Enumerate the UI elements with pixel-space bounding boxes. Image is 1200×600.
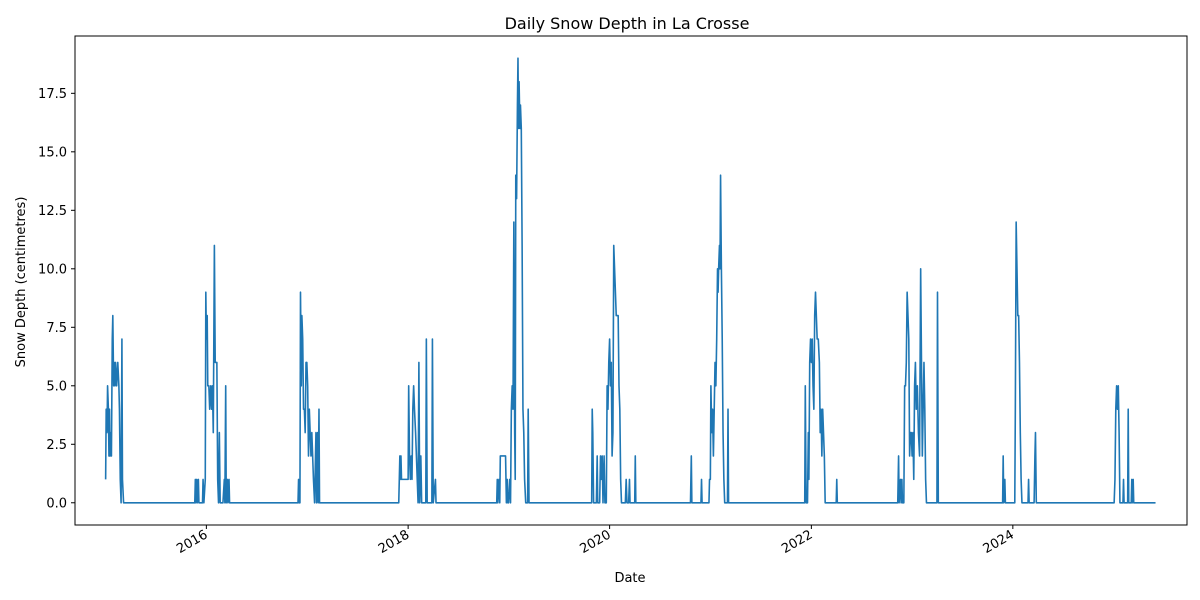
y-tick-label: 0.0 (46, 496, 67, 511)
chart-title: Daily Snow Depth in La Crosse (505, 14, 750, 33)
y-tick-label: 17.5 (38, 87, 67, 102)
y-tick-label: 7.5 (46, 321, 67, 336)
y-axis: 0.0 2.5 5.0 7.5 10.0 12.5 15.0 17.5 (38, 87, 75, 511)
axes-frame (74, 35, 1188, 526)
plot-area (74, 35, 1188, 526)
y-axis-label: Snow Depth (centimetres) (14, 197, 29, 368)
x-axis-label: Date (614, 571, 645, 586)
snow-depth-line (104, 57, 1156, 504)
y-tick-label: 2.5 (46, 438, 67, 453)
y-tick-label: 12.5 (38, 204, 67, 219)
y-tick-label: 5.0 (46, 379, 67, 394)
y-tick-label: 10.0 (38, 262, 67, 277)
y-tick-label: 15.0 (38, 145, 67, 160)
